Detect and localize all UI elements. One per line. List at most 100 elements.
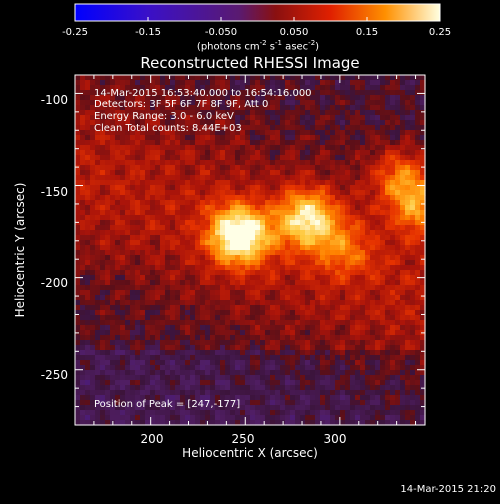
heatmap-cell [160, 165, 166, 171]
heatmap-cell [135, 390, 141, 396]
heatmap-cell [175, 340, 181, 346]
heatmap-cell [290, 135, 296, 141]
heatmap-cell [90, 210, 96, 216]
heatmap-cell [410, 115, 416, 121]
heatmap-cell [300, 210, 306, 216]
heatmap-cell [200, 160, 206, 166]
heatmap-cell [280, 115, 286, 121]
heatmap-cell [345, 340, 351, 346]
heatmap-cell [410, 205, 416, 211]
heatmap-cell [80, 120, 86, 126]
heatmap-cell [190, 185, 196, 191]
heatmap-cell [380, 310, 386, 316]
heatmap-cell [215, 345, 221, 351]
heatmap-cell [230, 240, 236, 246]
heatmap-cell [95, 320, 101, 326]
heatmap-cell [340, 95, 346, 101]
heatmap-cell [290, 155, 296, 161]
heatmap-cell [305, 225, 311, 231]
heatmap-cell [410, 280, 416, 286]
heatmap-cell [80, 410, 86, 416]
heatmap-cell [350, 405, 356, 411]
heatmap-cell [300, 140, 306, 146]
heatmap-cell [260, 410, 266, 416]
heatmap-cell [310, 280, 316, 286]
heatmap-cell [345, 235, 351, 241]
heatmap-cell [355, 195, 361, 201]
heatmap-cell [385, 280, 391, 286]
heatmap-cell [200, 370, 206, 376]
heatmap-cell [275, 375, 281, 381]
heatmap-cell [405, 85, 411, 91]
heatmap-cell [370, 265, 376, 271]
heatmap-cell [295, 340, 301, 346]
heatmap-cell [340, 130, 346, 136]
heatmap-cell [165, 285, 171, 291]
heatmap-cell [260, 125, 266, 131]
heatmap-cell [345, 170, 351, 176]
heatmap-cell [195, 220, 201, 226]
heatmap-cell [85, 145, 91, 151]
heatmap-cell [340, 270, 346, 276]
heatmap-cell [190, 275, 196, 281]
heatmap-cell [375, 290, 381, 296]
heatmap-cell [380, 340, 386, 346]
heatmap-cell [90, 340, 96, 346]
heatmap-cell [290, 225, 296, 231]
heatmap-cell [235, 200, 241, 206]
heatmap-cell [105, 305, 111, 311]
heatmap-cell [115, 250, 121, 256]
heatmap-cell [80, 285, 86, 291]
heatmap-cell [250, 200, 256, 206]
heatmap-cell [300, 360, 306, 366]
heatmap-cell [360, 150, 366, 156]
heatmap-cell [295, 235, 301, 241]
heatmap-cell [130, 260, 136, 266]
heatmap-cell [395, 310, 401, 316]
heatmap-cell [100, 200, 106, 206]
heatmap-cell [270, 400, 276, 406]
colorbar-tick-label: -0.25 [62, 27, 88, 38]
heatmap-cell [350, 270, 356, 276]
heatmap-cell [400, 130, 406, 136]
heatmap-cell [305, 150, 311, 156]
heatmap-cell [290, 305, 296, 311]
heatmap-cell [235, 215, 241, 221]
heatmap-cell [240, 315, 246, 321]
heatmap-cell [340, 385, 346, 391]
heatmap-cell [390, 330, 396, 336]
heatmap-cell [75, 225, 81, 231]
heatmap-cell [105, 325, 111, 331]
heatmap-cell [180, 275, 186, 281]
heatmap-cell [285, 320, 291, 326]
heatmap-cell [355, 170, 361, 176]
heatmap-cell [290, 160, 296, 166]
heatmap-cell [365, 110, 371, 116]
heatmap-cell [75, 395, 81, 401]
heatmap-cell [335, 150, 341, 156]
heatmap-cell [325, 160, 331, 166]
heatmap-cell [315, 295, 321, 301]
heatmap-cell [275, 180, 281, 186]
heatmap-cell [385, 220, 391, 226]
heatmap-cell [85, 140, 91, 146]
heatmap-cell [210, 375, 216, 381]
heatmap-cell [350, 125, 356, 131]
heatmap-cell [210, 270, 216, 276]
heatmap-cell [195, 140, 201, 146]
heatmap-cell [360, 105, 366, 111]
heatmap-cell [400, 330, 406, 336]
heatmap-cell [295, 180, 301, 186]
heatmap-cell [165, 200, 171, 206]
heatmap-cell [120, 410, 126, 416]
heatmap-cell [180, 205, 186, 211]
heatmap-cell [180, 335, 186, 341]
heatmap-cell [280, 110, 286, 116]
heatmap-cell [95, 220, 101, 226]
heatmap-cell [310, 175, 316, 181]
heatmap-cell [390, 305, 396, 311]
heatmap-cell [405, 385, 411, 391]
heatmap-cell [185, 260, 191, 266]
heatmap-cell [275, 395, 281, 401]
heatmap-cell [370, 240, 376, 246]
